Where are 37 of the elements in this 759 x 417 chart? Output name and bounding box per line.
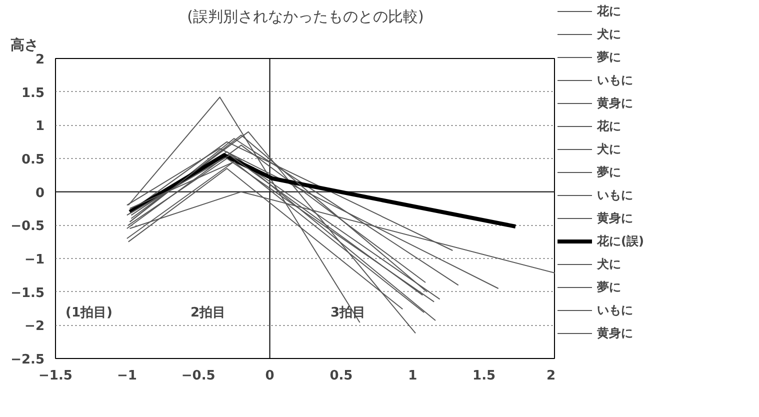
y-tick-label: −1.5 [10,286,44,301]
x-tick-label: 2 [546,368,556,384]
legend-label: いもに [597,302,633,318]
y-tick-label: 1 [35,119,44,134]
y-tick-label: −1 [24,252,45,268]
x-tick-label: 0.5 [330,368,353,384]
x-tick-label: −0.5 [181,368,216,384]
chart-title: (誤判別されなかったものとの比較) [187,8,424,26]
legend-label: 夢に [597,48,621,66]
x-tick-label: 1.5 [472,368,496,384]
legend-label: 犬に [597,26,621,42]
legend-label: 黄身に [597,210,633,226]
y-tick-label: 1.5 [21,86,44,101]
x-tick-label: −1 [116,368,137,384]
annotation: 3拍目 [330,306,366,320]
legend-label: 夢に [597,278,621,296]
legend-label: 犬に [597,256,621,272]
y-tick-label: −2 [24,319,45,334]
annotation: (1拍目) [66,306,112,320]
annotation: 2拍目 [190,306,226,320]
y-tick-label: 0 [35,186,44,201]
legend-label: 黄身に [597,324,633,342]
x-tick-label: 0 [265,368,274,384]
y-tick-label: 0.5 [21,152,44,168]
y-tick-label: 2 [35,52,44,68]
x-tick-label: 1 [408,368,418,384]
legend-label: 花に [597,118,621,134]
y-tick-label: −2.5 [10,352,44,368]
legend-label: いもに [597,72,633,88]
legend-label: 夢に [597,164,621,180]
legend-label: 犬に [597,140,621,158]
y-axis-title: 高さ [10,36,38,54]
legend-label: 黄身に [597,94,633,112]
legend-label: 花に(誤) [597,232,644,250]
y-tick-label: −0.5 [10,219,44,234]
legend-label: いもに [597,186,633,204]
legend-label: 花に [597,2,621,20]
